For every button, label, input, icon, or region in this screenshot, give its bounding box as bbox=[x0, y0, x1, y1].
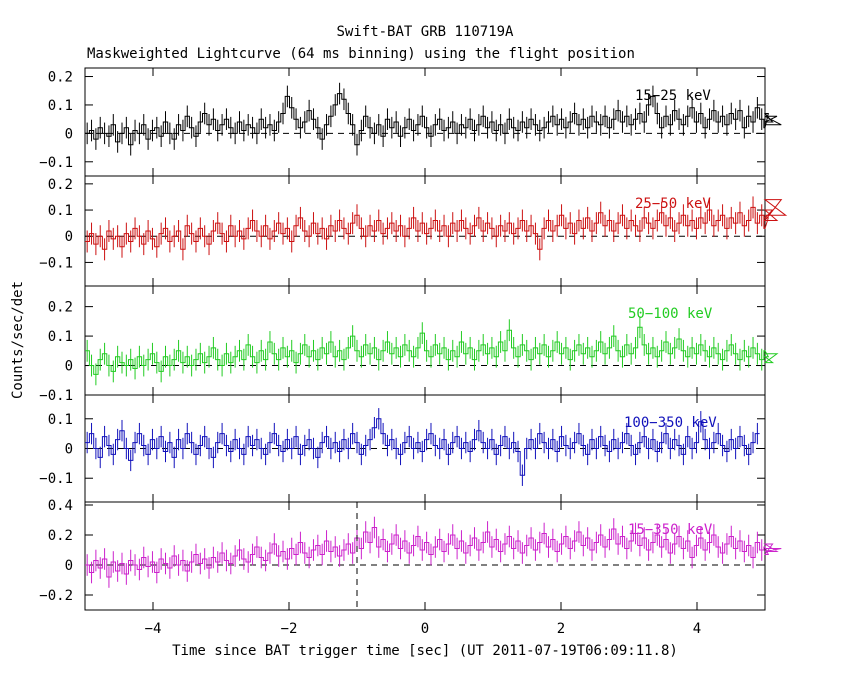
chart-title: Swift-BAT GRB 110719A bbox=[336, 24, 514, 40]
y-tick-label: 0.2 bbox=[48, 528, 73, 544]
x-tick-label: −2 bbox=[281, 621, 298, 637]
band-label: 50−100 keV bbox=[628, 306, 713, 322]
band-label: 15−350 keV bbox=[628, 522, 713, 538]
y-tick-label: −0.1 bbox=[39, 471, 73, 487]
panels-group: −0.1 0 0.1 0.2 15−25 keV −0.1 0 0.1 0.2 25−50 keV… bbox=[39, 67, 788, 611]
x-tick-label: −4 bbox=[145, 621, 162, 637]
series-line bbox=[85, 199, 788, 250]
y-tick-label: 0 bbox=[65, 359, 73, 375]
x-tick-label: 4 bbox=[693, 621, 701, 637]
panel-4: −0.2 0 0.2 0.4 15−350 keV bbox=[39, 498, 782, 611]
y-tick-label: 0.1 bbox=[48, 412, 73, 428]
series-line bbox=[85, 418, 760, 476]
y-tick-label: 0.1 bbox=[48, 203, 73, 219]
y-tick-label: −0.1 bbox=[39, 255, 73, 271]
y-tick-label: −0.2 bbox=[39, 588, 73, 604]
band-label: 100−350 keV bbox=[624, 415, 717, 431]
x-axis: −4 −2 0 2 4 bbox=[145, 502, 701, 637]
series-line bbox=[85, 527, 782, 578]
y-tick-label: 0.1 bbox=[48, 329, 73, 345]
y-tick-label: 0 bbox=[65, 442, 73, 458]
panel-0: −0.1 0 0.1 0.2 15−25 keV bbox=[39, 67, 782, 177]
y-tick-label: 0 bbox=[65, 229, 73, 245]
chart-subtitle: Maskweighted Lightcurve (64 ms binning) … bbox=[87, 46, 635, 62]
y-tick-label: 0 bbox=[65, 126, 73, 142]
y-tick-label: 0 bbox=[65, 558, 73, 574]
panel-1: −0.1 0 0.1 0.2 25−50 keV bbox=[39, 175, 788, 287]
y-tick-label: −0.1 bbox=[39, 388, 73, 404]
x-tick-label: 2 bbox=[557, 621, 565, 637]
x-axis-label: Time since BAT trigger time [sec] (UT 20… bbox=[172, 643, 678, 659]
panel-frame bbox=[84, 501, 766, 611]
panel-3: −0.1 0 0.1 100−350 keV bbox=[39, 394, 766, 503]
y-tick-label: 0.2 bbox=[48, 70, 73, 86]
band-label: 25−50 keV bbox=[635, 196, 711, 212]
y-tick-label: −0.1 bbox=[39, 155, 73, 171]
y-tick-label: 0.1 bbox=[48, 98, 73, 114]
y-axis-label: Counts/sec/det bbox=[10, 281, 26, 399]
y-tick-label: 0.2 bbox=[48, 177, 73, 193]
y-tick-label: 0.4 bbox=[48, 498, 73, 514]
y-tick-label: 0.2 bbox=[48, 300, 73, 316]
x-tick-label: 0 bbox=[421, 621, 429, 637]
series-line bbox=[85, 326, 779, 375]
panel-2: −0.1 0 0.1 0.2 50−100 keV bbox=[39, 285, 779, 404]
band-label: 15−25 keV bbox=[635, 88, 711, 104]
series-line bbox=[85, 93, 782, 146]
